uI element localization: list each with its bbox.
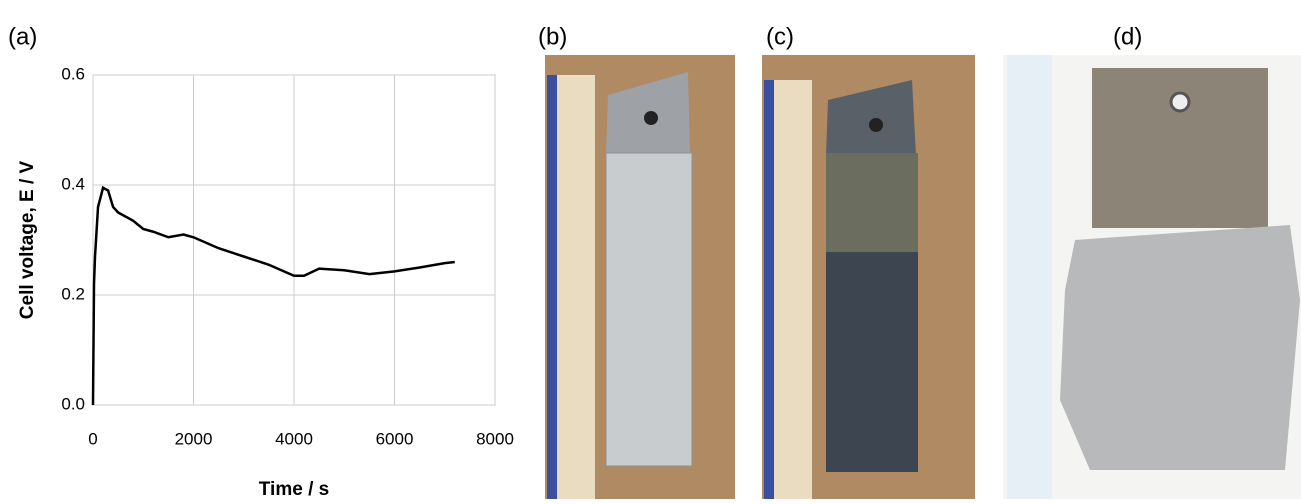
photo-c bbox=[762, 55, 975, 499]
x-tick-label: 0 bbox=[88, 429, 97, 448]
x-tick-label: 4000 bbox=[275, 429, 313, 448]
x-tick-label: 6000 bbox=[376, 429, 414, 448]
y-tick-label: 0.4 bbox=[61, 174, 85, 193]
x-tick-label: 2000 bbox=[175, 429, 213, 448]
panel-label: (b) bbox=[538, 23, 567, 50]
y-tick-label: 0.0 bbox=[61, 394, 85, 413]
y-axis-label: Cell voltage, E / V bbox=[17, 160, 38, 319]
data-line bbox=[93, 188, 455, 405]
x-axis-label: Time / s bbox=[259, 479, 329, 499]
y-tick-label: 0.6 bbox=[61, 64, 85, 83]
panel-label: (d) bbox=[1113, 23, 1142, 50]
x-tick-label: 8000 bbox=[476, 429, 514, 448]
panel-label: (c) bbox=[766, 23, 794, 50]
figure: (a) (b) (c) (d) 0.0 0.2 0.4 0.6 0 2000 4000 600… bbox=[0, 0, 1301, 499]
page: (a) (b) (c) (d) 0.0 0.2 0.4 0.6 0 2000 4000 600… bbox=[0, 0, 1301, 499]
y-tick-label: 0.2 bbox=[61, 284, 85, 303]
photo-b bbox=[545, 55, 735, 499]
panel-label: (a) bbox=[8, 23, 37, 50]
photo-d bbox=[1003, 55, 1301, 499]
